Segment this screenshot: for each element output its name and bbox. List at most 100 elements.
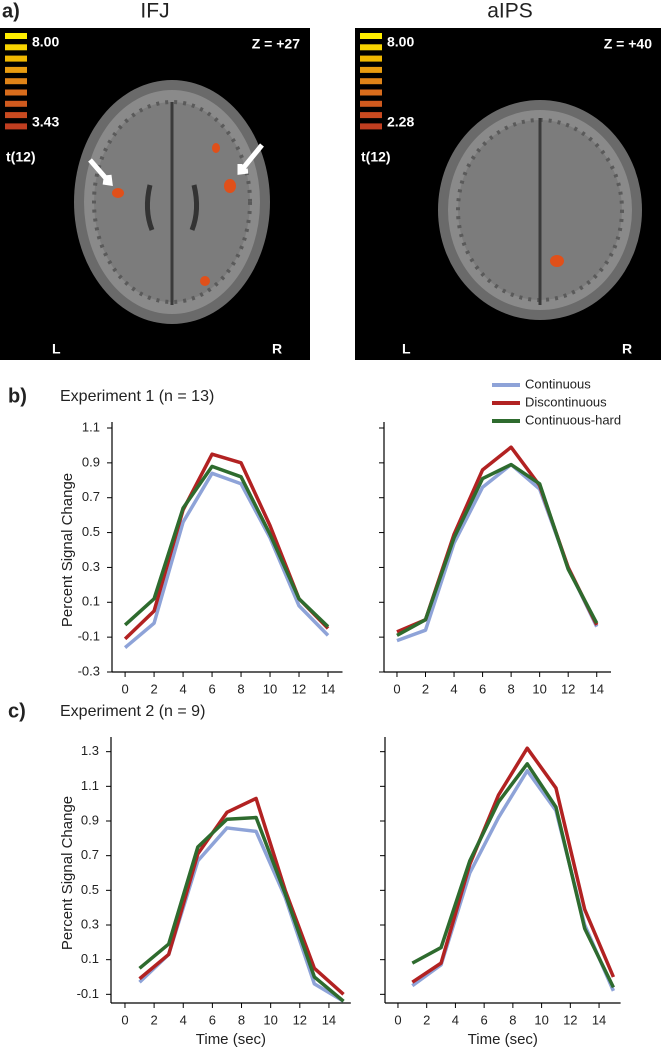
x-tick-label: 0 [394,1012,401,1027]
y-tick-label: -0.3 [78,663,100,678]
scale-min: 3.43 [32,114,59,130]
x-tick-label: 8 [509,1012,516,1027]
image-title: IFJ [140,0,169,23]
x-tick-label: 10 [532,681,546,696]
series-line [138,815,345,1003]
side-label: L [52,341,61,357]
x-tick-label: 2 [150,681,157,696]
stat-label: t(12) [361,149,391,165]
x-tick-label: 4 [180,1012,187,1027]
series-line [123,452,330,641]
y-tick-label: 1.3 [81,743,99,758]
y-tick-label: 0.5 [82,524,100,539]
color-swatch [360,100,382,107]
y-tick-label: -0.1 [78,629,100,644]
x-tick-label: 2 [150,1012,157,1027]
x-tick-label: 6 [208,681,215,696]
x-tick-label: 14 [321,681,335,696]
color-swatch [5,89,27,96]
panel-label: a) [2,0,20,22]
y-tick-label: 0.7 [81,847,99,862]
legend-label: Continuous [525,376,591,391]
x-tick-label: 0 [121,681,128,696]
color-swatch [5,66,27,73]
color-swatch [5,55,27,62]
y-tick-label: 0.1 [81,951,99,966]
brain-image [0,28,310,360]
color-swatch [5,112,27,119]
color-swatch [360,33,382,39]
x-tick-label: 12 [563,1012,577,1027]
chart-title: Experiment 2 (n = 9) [60,703,205,720]
x-tick-label: 2 [423,1012,430,1027]
side-label: L [402,341,411,357]
color-bar [5,33,382,130]
x-tick-label: 10 [263,1012,277,1027]
x-tick-label: 8 [508,681,515,696]
color-swatch [360,44,382,51]
x-tick-label: 14 [322,1012,336,1027]
y-axis-label: Percent Signal Change [59,473,76,627]
x-tick-label: 0 [393,681,400,696]
y-tick-label: 1.1 [82,419,100,434]
x-tick-label: 12 [293,1012,307,1027]
x-tick-label: 14 [589,681,603,696]
x-tick-label: 4 [452,1012,459,1027]
side-label: R [622,341,632,357]
series-line [123,471,330,649]
y-tick-label: 0.7 [82,489,100,504]
legend-label: Discontinuous [525,394,607,409]
stat-label: t(12) [6,149,36,165]
z-label: Z = +40 [604,36,652,52]
y-tick-label: -0.1 [77,986,99,1001]
color-swatch [5,123,27,130]
color-swatch [360,55,382,62]
y-tick-label: 0.9 [82,454,100,469]
x-tick-label: 14 [592,1012,606,1027]
x-tick-label: 6 [209,1012,216,1027]
x-tick-label: 6 [479,681,486,696]
x-tick-label: 4 [450,681,457,696]
x-tick-label: 8 [238,1012,245,1027]
panel-label: b) [8,385,27,407]
series-line [411,746,616,984]
scale-min: 2.28 [387,114,414,130]
panel-label: c) [8,700,26,722]
color-swatch [360,89,382,96]
x-tick-label: 12 [292,681,306,696]
x-axis-label: Time (sec) [468,1031,538,1048]
x-axis-label: Time (sec) [196,1031,266,1048]
y-tick-label: 0.9 [81,812,99,827]
color-swatch [5,44,27,51]
brain-image [355,28,661,360]
x-tick-label: 8 [237,681,244,696]
color-swatch [5,33,27,39]
scale-max: 8.00 [32,34,59,50]
y-axis-label: Percent Signal Change [59,796,76,950]
x-tick-label: 6 [481,1012,488,1027]
series-line [396,462,599,637]
color-swatch [360,123,382,130]
x-tick-label: 10 [534,1012,548,1027]
x-tick-label: 12 [561,681,575,696]
color-swatch [5,100,27,107]
series-line [123,464,330,628]
color-swatch [360,66,382,73]
series-line [138,796,345,996]
x-tick-label: 2 [422,681,429,696]
x-tick-label: 4 [179,681,186,696]
y-tick-label: 0.3 [81,916,99,931]
y-tick-label: 0.5 [81,882,99,897]
scale-max: 8.00 [387,34,414,50]
x-tick-label: 10 [263,681,277,696]
y-tick-label: 1.1 [81,778,99,793]
color-swatch [360,78,382,85]
color-swatch [5,78,27,85]
z-label: Z = +27 [252,36,300,52]
legend-label: Continuous-hard [525,412,621,427]
side-label: R [272,341,282,357]
x-tick-label: 0 [121,1012,128,1027]
color-swatch [360,112,382,119]
series-line [411,762,615,989]
